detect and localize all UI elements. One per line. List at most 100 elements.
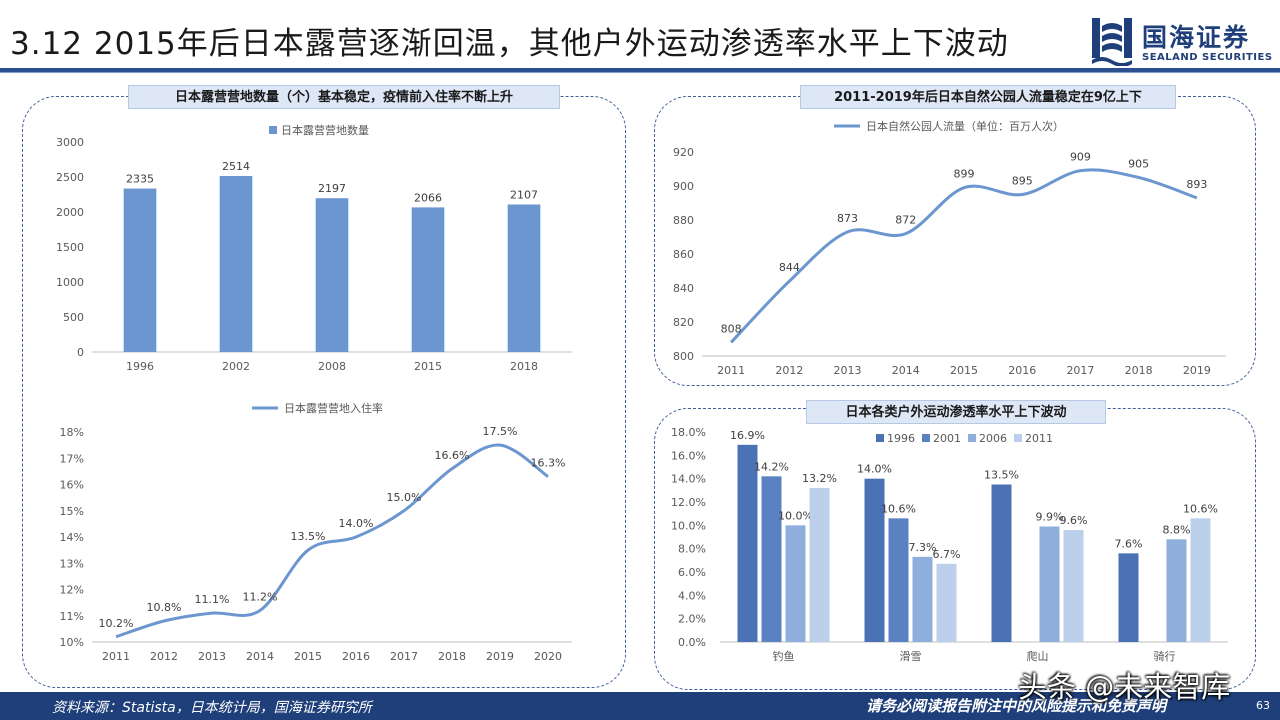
- legend-swatch: [269, 126, 277, 134]
- legend-label: 日本露营营地入住率: [284, 401, 383, 415]
- y-tick-label: 3000: [56, 136, 84, 149]
- x-tick-label: 2019: [1183, 364, 1211, 377]
- y-tick-label: 1000: [56, 276, 84, 289]
- y-tick-label: 11%: [60, 610, 84, 623]
- data-label: 13.5%: [291, 530, 326, 543]
- data-label: 873: [837, 212, 858, 225]
- data-label: 17.5%: [483, 425, 518, 438]
- y-tick-label: 0: [77, 346, 84, 359]
- footer-bar: [0, 692, 1280, 720]
- data-label: 6.7%: [933, 548, 961, 561]
- y-tick-label: 1500: [56, 241, 84, 254]
- x-tick-label: 2012: [150, 650, 178, 663]
- bar: [864, 478, 885, 642]
- data-label: 10.0%: [778, 509, 813, 522]
- data-label: 895: [1012, 175, 1033, 188]
- y-tick-label: 12%: [60, 584, 84, 597]
- bar: [761, 476, 782, 642]
- x-tick-label: 爬山: [1027, 650, 1049, 663]
- bar: [936, 563, 957, 642]
- data-label: 13.5%: [984, 469, 1019, 482]
- data-label: 909: [1070, 151, 1091, 164]
- x-tick-label: 2015: [294, 650, 322, 663]
- data-label: 11.2%: [243, 591, 278, 604]
- bar: [888, 518, 909, 642]
- y-tick-label: 14%: [60, 531, 84, 544]
- y-tick-label: 14.0%: [671, 473, 706, 486]
- data-label: 11.1%: [195, 593, 230, 606]
- x-tick-label: 2012: [775, 364, 803, 377]
- legend-label: 2011: [1025, 432, 1053, 445]
- y-tick-label: 16%: [60, 479, 84, 492]
- x-tick-label: 2014: [892, 364, 920, 377]
- bar: [809, 488, 830, 642]
- data-label: 16.9%: [730, 429, 765, 442]
- y-tick-label: 18.0%: [671, 426, 706, 439]
- legend-swatch: [968, 434, 976, 442]
- data-label: 893: [1186, 178, 1207, 191]
- y-tick-label: 4.0%: [678, 589, 706, 602]
- y-tick-label: 2.0%: [678, 613, 706, 626]
- bar: [737, 444, 758, 642]
- x-tick-label: 滑雪: [900, 650, 922, 663]
- bar: [1190, 518, 1211, 642]
- logo-chinese-name: 国海证券: [1142, 23, 1251, 52]
- x-tick-label: 2011: [717, 364, 745, 377]
- data-label: 14.2%: [754, 460, 789, 473]
- bar: [411, 207, 445, 352]
- data-label: 808: [721, 322, 742, 335]
- data-label: 10.6%: [881, 502, 916, 515]
- campsite-occupancy-chart: 日本露营营地入住率 10% 11% 12% 13% 14% 15% 16% 17% 18% 10.2…: [60, 401, 572, 663]
- y-tick-label: 860: [673, 248, 694, 261]
- series-line: [115, 443, 549, 639]
- data-label: 7.3%: [909, 541, 937, 554]
- campsite-count-chart: 日本露营营地数量 0 500 1000 1500 2000 2500 3000 2335 1996…: [56, 123, 572, 373]
- y-tick-label: 2500: [56, 171, 84, 184]
- x-tick-label: 2018: [510, 360, 538, 373]
- x-tick-label: 2016: [342, 650, 370, 663]
- right-top-panel-title: 2011-2019年后日本自然公园人流量稳定在9亿上下: [800, 85, 1176, 109]
- data-label: 10.2%: [99, 617, 134, 630]
- y-tick-label: 12.0%: [671, 496, 706, 509]
- y-tick-label: 800: [673, 350, 694, 363]
- x-tick-label: 2013: [198, 650, 226, 663]
- data-label: 905: [1128, 158, 1149, 171]
- y-tick-label: 900: [673, 180, 694, 193]
- bar: [785, 525, 806, 642]
- data-label: 16.6%: [435, 449, 470, 462]
- y-tick-label: 10%: [60, 636, 84, 649]
- bar: [507, 204, 541, 352]
- bar: [315, 198, 349, 352]
- data-label: 15.0%: [387, 491, 422, 504]
- bar: [1063, 530, 1084, 642]
- y-tick-label: 15%: [60, 505, 84, 518]
- left-panel-title: 日本露营营地数量（个）基本稳定，疫情前入住率不断上升: [128, 85, 560, 109]
- x-tick-label: 2016: [1008, 364, 1036, 377]
- x-tick-label: 2015: [414, 360, 442, 373]
- legend-label: 2006: [979, 432, 1007, 445]
- logo-english-name: SEALAND SECURITIES: [1142, 52, 1273, 63]
- y-tick-label: 13%: [60, 557, 84, 570]
- bar: [1166, 539, 1187, 642]
- x-tick-label: 骑行: [1154, 650, 1176, 663]
- x-tick-label: 2002: [222, 360, 250, 373]
- x-tick-label: 钓鱼: [773, 649, 795, 663]
- x-tick-label: 2019: [486, 650, 514, 663]
- x-tick-label: 2017: [390, 650, 418, 663]
- x-tick-label: 2020: [534, 650, 562, 663]
- bar: [991, 484, 1012, 642]
- legend-swatch: [876, 434, 884, 442]
- data-label: 2066: [414, 191, 442, 204]
- bar: [219, 176, 253, 352]
- bar: [1039, 526, 1060, 642]
- x-tick-label: 2018: [1125, 364, 1153, 377]
- y-tick-label: 0.0%: [678, 636, 706, 649]
- data-label: 16.3%: [531, 457, 566, 470]
- page-title: 3.12 2015年后日本露营逐渐回温，其他户外运动渗透率水平上下波动: [10, 26, 1009, 62]
- x-tick-label: 2013: [834, 364, 862, 377]
- y-tick-label: 880: [673, 214, 694, 227]
- x-tick-label: 2017: [1066, 364, 1094, 377]
- y-tick-label: 840: [673, 282, 694, 295]
- page-number: 63: [1256, 699, 1270, 712]
- data-label: 7.6%: [1115, 537, 1143, 550]
